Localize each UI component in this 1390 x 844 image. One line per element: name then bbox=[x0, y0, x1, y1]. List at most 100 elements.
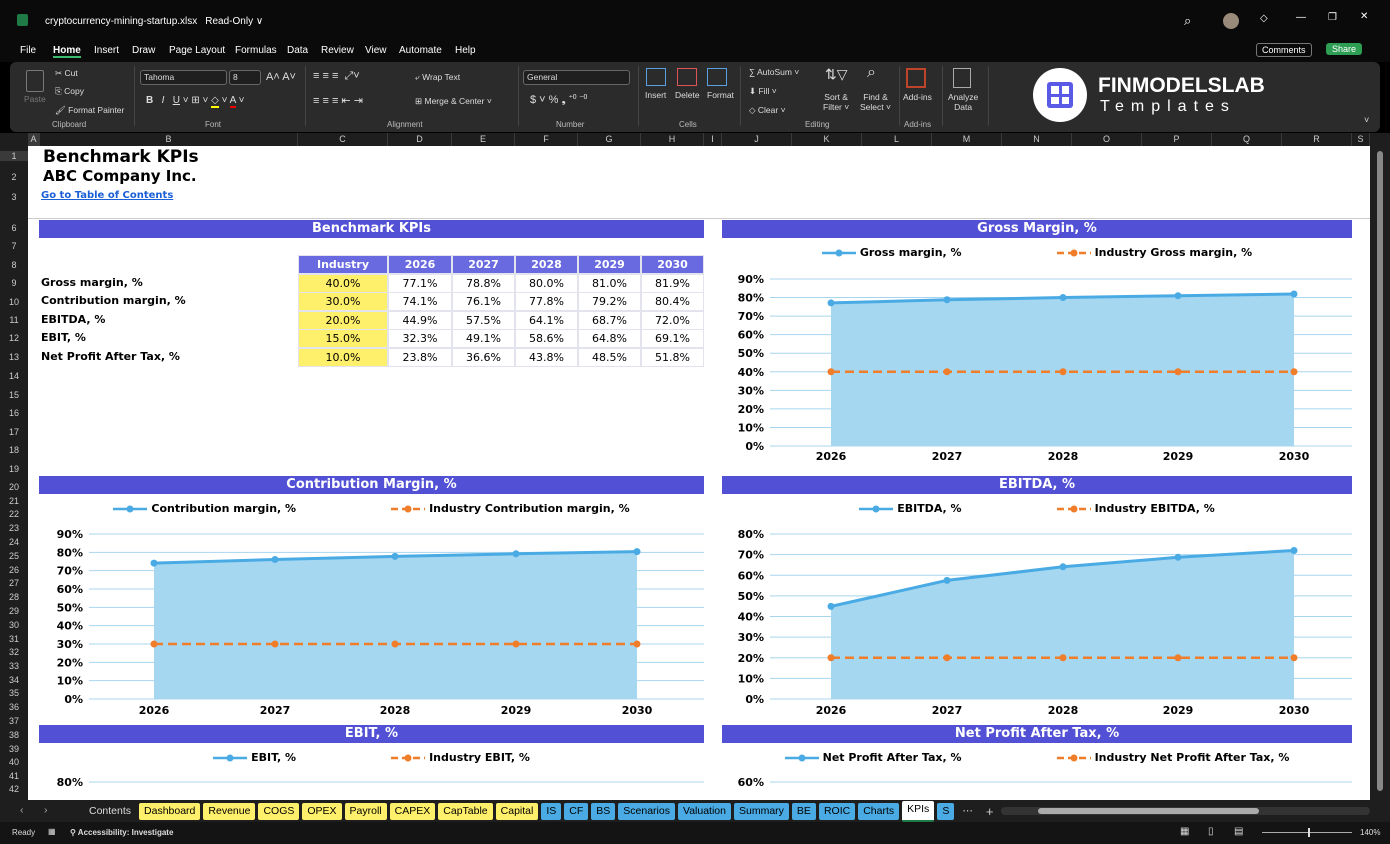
horizontal-scrollbar[interactable] bbox=[1001, 807, 1370, 815]
sheet-tab[interactable]: S bbox=[937, 803, 955, 820]
series-point[interactable] bbox=[827, 602, 835, 610]
format-cells-button[interactable]: Format bbox=[707, 90, 734, 100]
table-cell[interactable]: 44.9% bbox=[388, 311, 452, 330]
tab-scroll-left-icon[interactable]: ‹ bbox=[20, 804, 24, 816]
industry-point[interactable] bbox=[150, 640, 158, 648]
avatar[interactable] bbox=[1223, 13, 1239, 29]
comments-button[interactable]: Comments bbox=[1256, 43, 1312, 57]
series-point[interactable] bbox=[391, 552, 399, 560]
column-header[interactable]: D bbox=[388, 133, 452, 146]
industry-point[interactable] bbox=[1059, 654, 1067, 662]
table-cell[interactable]: 69.1% bbox=[641, 329, 704, 348]
row-header[interactable]: 27 bbox=[8, 578, 19, 588]
industry-value-cell[interactable]: 15.0% bbox=[298, 329, 388, 348]
menu-draw[interactable]: Draw bbox=[132, 45, 156, 56]
industry-value-cell[interactable]: 40.0% bbox=[298, 274, 388, 293]
row-header[interactable]: 11 bbox=[9, 315, 19, 325]
table-cell[interactable]: 77.1% bbox=[388, 274, 452, 293]
column-header[interactable]: K bbox=[792, 133, 862, 146]
highlight-icon[interactable]: ◇ bbox=[211, 95, 219, 108]
sheet-tab[interactable]: Revenue bbox=[203, 803, 256, 820]
series-point[interactable] bbox=[633, 548, 641, 556]
column-header[interactable]: N bbox=[1002, 133, 1072, 146]
sheet-tab[interactable]: COGS bbox=[258, 803, 300, 820]
industry-point[interactable] bbox=[1174, 368, 1182, 376]
toc-link[interactable]: Go to Table of Contents bbox=[41, 190, 174, 201]
menu-data[interactable]: Data bbox=[287, 45, 309, 56]
row-header[interactable]: 7 bbox=[11, 241, 17, 251]
grow-font-icon[interactable]: A˄ A˅ bbox=[266, 71, 296, 83]
table-cell[interactable]: 32.3% bbox=[388, 329, 452, 348]
clear-button[interactable]: ◇ Clear ˅ bbox=[749, 105, 786, 115]
row-header[interactable]: 38 bbox=[8, 730, 19, 740]
chart-4[interactable]: Net Profit After Tax, % 60% Net Profit Aft… bbox=[722, 725, 1352, 800]
sort-filter-button[interactable]: Sort & Filter ˅ bbox=[823, 92, 850, 112]
zoom-slider[interactable] bbox=[1262, 828, 1352, 837]
menu-page-layout[interactable]: Page Layout bbox=[169, 45, 226, 56]
industry-point[interactable] bbox=[1290, 654, 1298, 662]
row-header[interactable]: 9 bbox=[11, 278, 17, 288]
paste-icon[interactable] bbox=[26, 70, 44, 92]
vertical-scroll-thumb[interactable] bbox=[1377, 151, 1383, 791]
table-cell[interactable]: 36.6% bbox=[452, 348, 515, 367]
table-cell[interactable]: 79.2% bbox=[578, 292, 641, 311]
industry-value-cell[interactable]: 20.0% bbox=[298, 311, 388, 330]
row-header[interactable]: 8 bbox=[11, 260, 17, 270]
chart-2[interactable]: EBITDA, % 80% 70% 60% 50% 40% 30% 20% 10% 0% 2026 2… bbox=[722, 476, 1352, 726]
table-cell[interactable]: 78.8% bbox=[452, 274, 515, 293]
industry-point[interactable] bbox=[1059, 368, 1067, 376]
chart-0[interactable]: Gross Margin, % 90% 80% 70% 60% 50% 40% 30% 20% 1… bbox=[722, 220, 1352, 470]
industry-point[interactable] bbox=[271, 640, 279, 648]
row-header[interactable]: 17 bbox=[8, 427, 19, 437]
row-header[interactable]: 1 bbox=[0, 151, 28, 161]
table-cell[interactable]: 51.8% bbox=[641, 348, 704, 367]
series-point[interactable] bbox=[1290, 290, 1298, 298]
table-cell[interactable]: 80.4% bbox=[641, 292, 704, 311]
row-header[interactable]: 42 bbox=[8, 784, 19, 794]
minimize-icon[interactable]: — bbox=[1296, 12, 1306, 23]
column-header[interactable]: J bbox=[722, 133, 792, 146]
table-cell[interactable]: 72.0% bbox=[641, 311, 704, 330]
table-cell[interactable]: 68.7% bbox=[578, 311, 641, 330]
industry-point[interactable] bbox=[943, 368, 951, 376]
font-name-select[interactable]: Tahoma bbox=[140, 70, 227, 85]
row-header[interactable]: 33 bbox=[8, 661, 19, 671]
row-header[interactable]: 32 bbox=[8, 647, 19, 657]
add-sheet-icon[interactable]: + bbox=[985, 804, 994, 819]
industry-point[interactable] bbox=[633, 640, 641, 648]
row-header[interactable]: 30 bbox=[8, 620, 19, 630]
table-cell[interactable]: 64.1% bbox=[515, 311, 578, 330]
font-color-icon[interactable]: A bbox=[229, 95, 236, 108]
series-point[interactable] bbox=[512, 550, 520, 558]
row-header[interactable]: 2 bbox=[11, 172, 17, 182]
row-header[interactable]: 14 bbox=[8, 371, 19, 381]
row-header[interactable]: 12 bbox=[8, 333, 19, 343]
table-cell[interactable]: 48.5% bbox=[578, 348, 641, 367]
series-point[interactable] bbox=[1059, 563, 1067, 571]
chart-3[interactable]: EBIT, % 80% EBIT, % Industry EBIT, % bbox=[39, 725, 704, 800]
column-header[interactable]: L bbox=[862, 133, 932, 146]
industry-point[interactable] bbox=[391, 640, 399, 648]
menu-review[interactable]: Review bbox=[321, 45, 354, 56]
diamond-icon[interactable]: ◇ bbox=[1260, 13, 1268, 24]
sheet-tab[interactable]: Contents bbox=[89, 805, 132, 817]
menu-view[interactable]: View bbox=[365, 45, 387, 56]
row-header[interactable]: 21 bbox=[8, 496, 19, 506]
row-header[interactable]: 26 bbox=[8, 565, 19, 575]
row-header[interactable]: 3 bbox=[11, 192, 17, 202]
column-header[interactable]: A bbox=[28, 133, 40, 146]
format-painter-button[interactable]: 🖌 Format Painter bbox=[55, 105, 125, 115]
row-header[interactable]: 24 bbox=[8, 537, 19, 547]
sheet-tab[interactable]: Capital bbox=[495, 803, 539, 820]
row-header[interactable]: 35 bbox=[8, 688, 19, 698]
row-header[interactable]: 15 bbox=[8, 390, 19, 400]
column-header[interactable]: H bbox=[641, 133, 704, 146]
series-point[interactable] bbox=[827, 299, 835, 307]
sheet-tab[interactable]: Charts bbox=[858, 803, 900, 820]
column-header[interactable]: B bbox=[40, 133, 298, 146]
column-header[interactable]: S bbox=[1352, 133, 1370, 146]
row-header[interactable]: 39 bbox=[8, 744, 19, 754]
series-point[interactable] bbox=[1290, 547, 1298, 554]
series-point[interactable] bbox=[1174, 292, 1182, 300]
row-header[interactable]: 23 bbox=[8, 523, 19, 533]
